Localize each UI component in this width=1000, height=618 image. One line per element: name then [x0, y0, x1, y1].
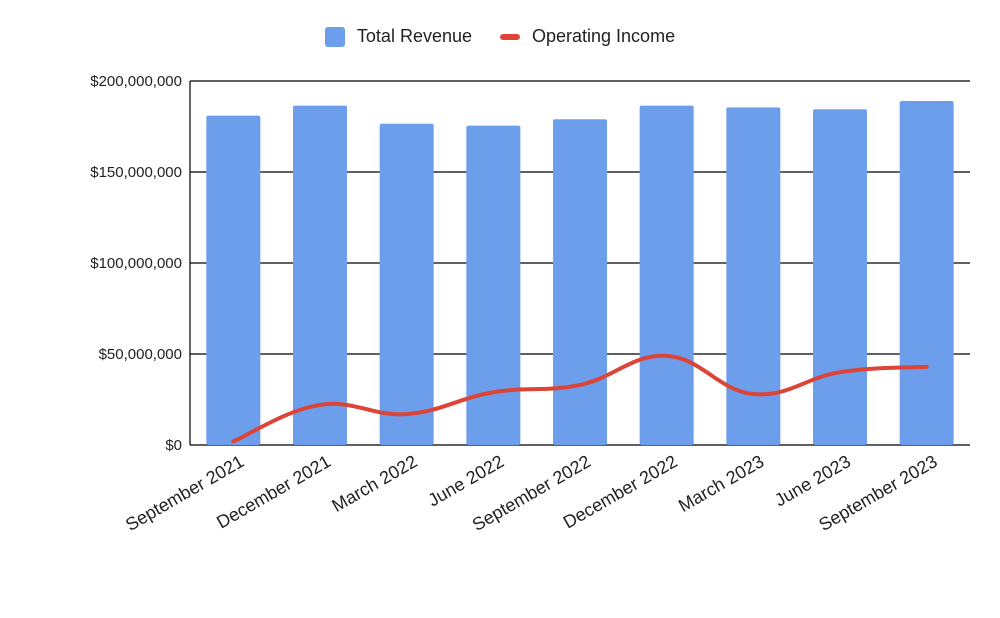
bar-total-revenue	[899, 101, 954, 446]
bar-total-revenue	[379, 123, 434, 446]
bar-total-revenue	[553, 119, 607, 445]
y-tick-label: $0	[165, 437, 182, 454]
bar-total-revenue	[293, 105, 347, 445]
chart-legend: Total Revenue Operating Income	[0, 26, 1000, 47]
bar-total-revenue	[206, 115, 261, 445]
legend-swatch-operating-income	[500, 33, 520, 40]
legend-swatch-total-revenue	[324, 26, 345, 47]
bar-series-total-revenue	[206, 101, 954, 446]
x-tick-label: March 2022	[328, 451, 420, 516]
line-series-operating-income	[231, 353, 929, 444]
y-tick-label: $100,000,000	[90, 255, 182, 272]
y-axis: $0 $50,000,000 $100,000,000 $150,000,000 $20…	[90, 73, 191, 454]
y-tick-label: $200,000,000	[90, 73, 182, 90]
bar-total-revenue	[466, 125, 521, 445]
y-tick-label: $150,000,000	[90, 164, 182, 181]
bar-total-revenue	[639, 105, 694, 445]
legend-label-operating-income: Operating Income	[532, 26, 676, 46]
legend-item-operating-income: Operating Income	[500, 26, 675, 47]
x-tick-label: March 2023	[675, 451, 767, 516]
bar-total-revenue	[726, 107, 781, 445]
legend-item-total-revenue: Total Revenue	[324, 26, 472, 47]
bar-total-revenue	[813, 109, 867, 446]
y-tick-label: $50,000,000	[99, 346, 182, 363]
legend-label-total-revenue: Total Revenue	[356, 26, 472, 46]
